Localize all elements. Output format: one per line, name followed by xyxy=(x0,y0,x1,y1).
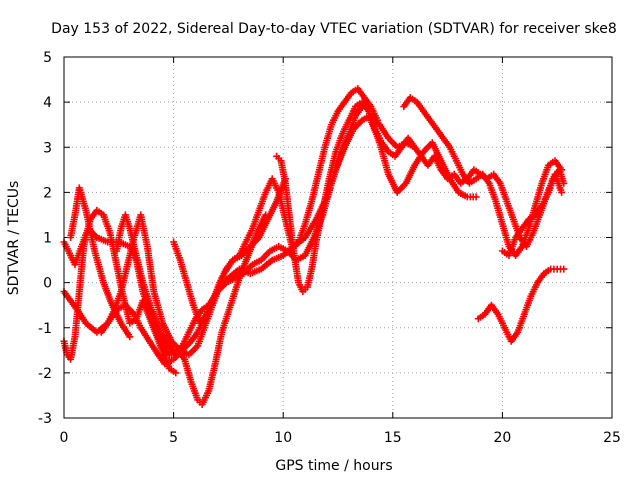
data-series-track-12 xyxy=(498,170,566,259)
y-tick-label: 3 xyxy=(43,140,52,156)
data-series-track-8 xyxy=(273,98,568,296)
data-point xyxy=(560,265,568,273)
data-point xyxy=(558,188,566,196)
x-tick-label: 0 xyxy=(60,430,69,446)
data-point xyxy=(126,333,134,341)
data-series-track-4 xyxy=(67,184,134,341)
x-tick-label: 15 xyxy=(384,430,402,446)
x-tick-label: 25 xyxy=(603,430,621,446)
y-tick-label: 2 xyxy=(43,185,52,201)
x-axis-label: GPS time / hours xyxy=(275,458,392,474)
x-tick-label: 5 xyxy=(169,430,178,446)
data-series-track-10 xyxy=(400,94,566,259)
y-tick-label: 5 xyxy=(43,50,52,66)
x-tick-label: 10 xyxy=(274,430,292,446)
data-series-track-11 xyxy=(474,265,568,345)
data-point xyxy=(558,166,566,174)
data-point xyxy=(172,369,180,377)
y-axis-label: SDTVAR / TECUs xyxy=(6,181,22,296)
data-series-track-9 xyxy=(367,116,480,201)
y-tick-label: -1 xyxy=(38,321,52,337)
y-tick-label: 0 xyxy=(43,276,52,292)
data-point xyxy=(472,193,480,201)
plot-frame xyxy=(63,56,613,419)
y-tick-label: -2 xyxy=(38,366,52,382)
chart-title: Day 153 of 2022, Sidereal Day-to-day VTE… xyxy=(51,21,617,37)
data-points xyxy=(60,85,568,408)
y-tick-label: -3 xyxy=(38,411,52,427)
x-tick-label: 20 xyxy=(493,430,511,446)
y-tick-label: 4 xyxy=(43,95,52,111)
y-tick-label: 1 xyxy=(43,231,52,247)
